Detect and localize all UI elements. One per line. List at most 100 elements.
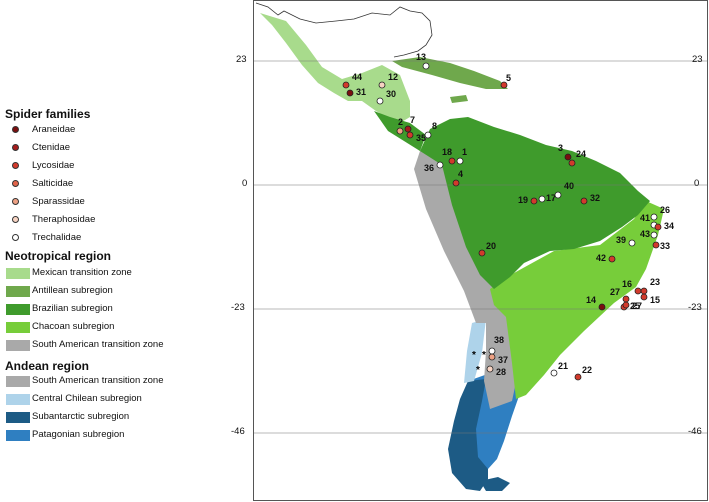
legend-label: Theraphosidae (32, 214, 96, 225)
family-dot-icon (12, 126, 19, 133)
site-marker (628, 239, 636, 247)
site-marker (530, 197, 538, 205)
legend-label: South American transition zone (32, 339, 164, 350)
region-swatch (6, 376, 30, 387)
legend-label: Patagonian subregion (32, 429, 125, 440)
site-marker (436, 161, 444, 169)
site-label: 41 (640, 213, 650, 223)
star-marker: * (482, 350, 486, 361)
map-legend: Spider families Araneidae Ctenidae Lycosid… (0, 0, 240, 502)
latitude-label-left-minus46: -46 (231, 426, 245, 437)
site-label: 3 (558, 143, 563, 153)
latitude-label-left-23: 23 (236, 54, 247, 65)
chacoan-subregion-area (490, 201, 664, 399)
legend-label: Trechalidae (32, 232, 82, 243)
site-label: 7 (410, 115, 415, 125)
latitude-label-left-minus23: -23 (231, 302, 245, 313)
site-label: 35 (416, 133, 426, 143)
site-label: 1 (462, 147, 467, 157)
neotropical-region-heading: Neotropical region (5, 249, 112, 263)
andean-region-heading: Andean region (5, 359, 90, 373)
site-marker (640, 293, 648, 301)
region-swatch (6, 430, 30, 441)
site-marker (456, 157, 464, 165)
site-marker (376, 97, 384, 105)
subantarctic-subregion-area (448, 379, 488, 491)
family-dot-icon (12, 198, 19, 205)
site-label: 8 (432, 121, 437, 131)
site-label: 34 (664, 221, 674, 231)
site-marker (422, 62, 430, 70)
legend-label: South American transition zone (32, 375, 164, 386)
site-label: 28 (496, 367, 506, 377)
legend-label: Sparassidae (32, 196, 85, 207)
spider-families-heading: Spider families (5, 107, 91, 121)
legend-label: Central Chilean subregion (32, 393, 142, 404)
region-swatch (6, 412, 30, 423)
site-marker (554, 191, 562, 199)
latitude-label-left-0: 0 (242, 178, 248, 189)
legend-label: Salticidae (32, 178, 74, 189)
site-label: 12 (388, 72, 398, 82)
legend-label: Mexican transition zone (32, 267, 132, 278)
mexican-transition-zone-area (260, 13, 410, 123)
site-label: 16 (622, 279, 632, 289)
site-label: 18 (442, 147, 452, 157)
site-marker (568, 159, 576, 167)
site-label: 44 (352, 72, 362, 82)
site-label: 43 (640, 229, 650, 239)
site-label: 19 (518, 195, 528, 205)
site-label: 4 (458, 169, 463, 179)
family-dot-icon (12, 234, 19, 241)
site-marker (634, 287, 642, 295)
tierra-del-fuego-area (480, 477, 510, 491)
site-marker (404, 125, 412, 133)
site-label: 32 (590, 193, 600, 203)
site-marker (478, 249, 486, 257)
site-label: 38 (494, 335, 504, 345)
site-label: 23 (650, 277, 660, 287)
site-marker (448, 157, 456, 165)
antillean-subregion-area (392, 57, 508, 89)
north-america-coastline (255, 2, 433, 58)
legend-label: Ctenidae (32, 142, 71, 153)
site-marker (654, 223, 662, 231)
site-label: 36 (424, 163, 434, 173)
family-dot-icon (12, 144, 19, 151)
legend-label: Chacoan subregion (32, 321, 115, 332)
latitude-label-right-minus23: -23 (688, 302, 702, 313)
family-dot-icon (12, 180, 19, 187)
site-label: 24 (576, 149, 586, 159)
site-label: 40 (564, 181, 574, 191)
map-frame: 44 31 12 30 13 5 2 7 35 8 18 1 36 4 3 24 19 17 40 32 20 26 41 3… (253, 0, 708, 501)
legend-label: Subantarctic subregion (32, 411, 130, 422)
region-swatch (6, 322, 30, 333)
star-marker: * (476, 365, 480, 376)
site-marker (608, 255, 616, 263)
site-label: 20 (486, 241, 496, 251)
site-marker (550, 369, 558, 377)
site-marker (622, 301, 630, 309)
site-marker (652, 241, 660, 249)
site-label: 21 (558, 361, 568, 371)
legend-label: Antillean subregion (32, 285, 113, 296)
site-marker (378, 81, 386, 89)
site-marker (424, 131, 432, 139)
family-dot-icon (12, 162, 19, 169)
site-label: 5 (506, 73, 511, 83)
site-label: 2 (398, 117, 403, 127)
site-marker (500, 81, 508, 89)
region-swatch (6, 340, 30, 351)
site-marker (486, 365, 494, 373)
site-label: 33 (660, 241, 670, 251)
site-marker (406, 131, 414, 139)
site-marker (580, 197, 588, 205)
site-label: 15 (650, 295, 660, 305)
site-label: 42 (596, 253, 606, 263)
latitude-label-right-0: 0 (694, 178, 700, 189)
region-swatch (6, 268, 30, 279)
site-marker (538, 195, 546, 203)
latitude-label-right-minus46: -46 (688, 426, 702, 437)
